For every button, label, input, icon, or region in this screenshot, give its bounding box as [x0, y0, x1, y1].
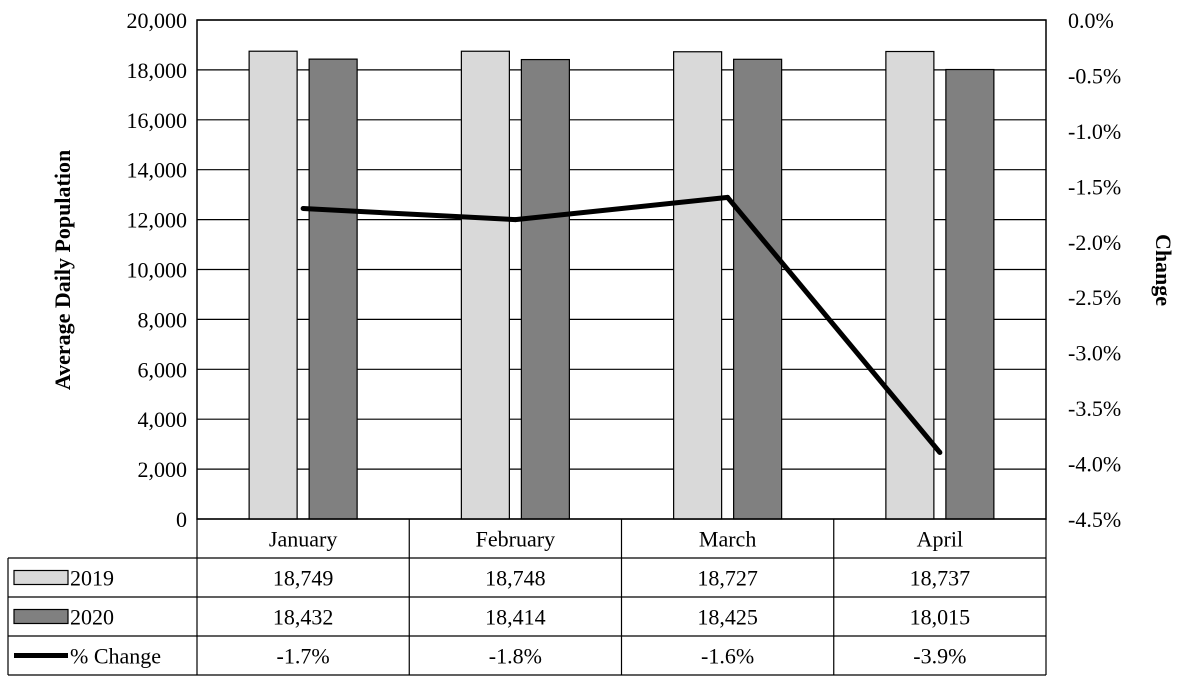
data-label: 18,737 [910, 566, 971, 591]
change-point-March [725, 194, 731, 200]
y-tick-label: 20,000 [127, 8, 188, 33]
data-table: January February March April 2019 18,749 18,74… [7, 519, 1047, 676]
bar-2020-February [520, 58, 570, 520]
x-category-label: March [699, 527, 756, 552]
y2-tick-label: -3.0% [1068, 341, 1121, 366]
data-label: 18,749 [273, 566, 334, 591]
bar-2019-February [460, 50, 510, 520]
bars-group [248, 50, 995, 520]
y2-tick-label: -1.0% [1068, 119, 1121, 144]
y-tick-label: 12,000 [127, 208, 188, 233]
bar-2019-April [885, 50, 935, 520]
y-tick-label: 14,000 [127, 158, 188, 183]
y-axis-title: Average Daily Population [50, 150, 75, 390]
data-label: 18,748 [485, 566, 546, 591]
x-category-label: February [476, 527, 555, 552]
legend-swatch-2019 [13, 569, 69, 586]
x-category-label: April [917, 527, 963, 552]
change-point-February [512, 217, 518, 223]
y2-tick-label: -0.5% [1068, 63, 1121, 88]
change-point-January [300, 206, 306, 212]
data-label: 18,425 [697, 605, 758, 630]
y-tick-label: 18,000 [127, 58, 188, 83]
left-axis-ticks: 0 2,000 4,000 6,000 8,000 10,000 12,000 14,000 1… [127, 8, 188, 532]
y2-tick-label: -3.5% [1068, 396, 1121, 421]
y-tick-label: 2,000 [138, 457, 188, 482]
data-label: 18,414 [485, 605, 546, 630]
legend-swatch-2020 [13, 608, 69, 625]
y2-tick-label: -2.5% [1068, 285, 1121, 310]
bar-2019-January [248, 50, 298, 520]
data-label: 18,727 [697, 566, 758, 591]
y2-tick-label: -4.5% [1068, 507, 1121, 532]
change-line-group [300, 194, 943, 455]
data-label: 18,015 [910, 605, 971, 630]
y2-tick-label: -2.0% [1068, 230, 1121, 255]
y2-tick-label: -4.0% [1068, 452, 1121, 477]
bar-2019-March [673, 51, 723, 520]
right-axis-ticks: -4.5% -4.0% -3.5% -3.0% -2.5% -2.0% -1.5% -1.0%… [1068, 8, 1121, 532]
change-point-April [937, 449, 943, 455]
y2-tick-label: 0.0% [1068, 8, 1114, 33]
y-tick-label: 4,000 [138, 407, 188, 432]
legend-entry: 2019 [70, 566, 114, 591]
y-tick-label: 16,000 [127, 108, 188, 133]
bar-2020-March [733, 58, 783, 520]
y2-tick-label: -1.5% [1068, 174, 1121, 199]
y-tick-label: 0 [176, 507, 187, 532]
bar-2020-January [308, 58, 358, 520]
legend-entry: % Change [70, 644, 161, 669]
y2-axis-title: Change [1151, 234, 1176, 306]
data-label: 18,432 [273, 605, 334, 630]
y-tick-label: 8,000 [138, 307, 188, 332]
x-category-label: January [269, 527, 337, 552]
legend-entry: 2020 [70, 605, 114, 630]
data-label: -1.7% [277, 644, 330, 669]
y-tick-label: 10,000 [127, 258, 188, 283]
change-line [302, 194, 942, 455]
data-label: -3.9% [913, 644, 966, 669]
y-tick-label: 6,000 [138, 357, 188, 382]
bar-2020-April [945, 68, 995, 520]
data-label: -1.6% [701, 644, 754, 669]
data-label: -1.8% [489, 644, 542, 669]
